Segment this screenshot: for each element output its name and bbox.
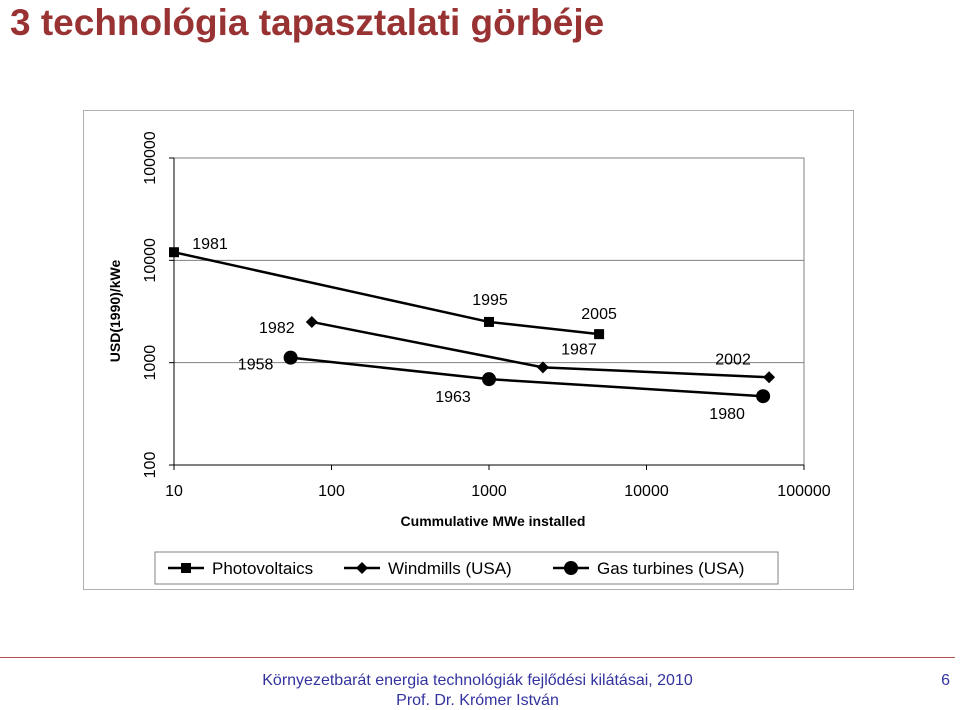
data-point [756,389,771,404]
legend-marker [564,561,578,575]
point-label: 1981 [192,236,228,253]
point-label: 1980 [709,406,745,423]
x-tick-label: 100 [318,483,345,500]
x-axis-label: Cummulative MWe installed [401,513,586,529]
point-label: 1995 [472,292,508,309]
axes: 10 100 1000 10000 100000 100 1000 10000 100000 [142,131,831,500]
experience-curve-chart: 10 100 1000 10000 100000 100 1000 10000 100000 1… [107,131,831,585]
chart-frame [83,110,854,590]
x-tick-label: 100000 [777,483,830,500]
legend: Photovoltaics Windmills (USA) Gas turbines… [168,559,744,578]
point-label: 1963 [435,389,471,406]
y-tick-label: 100 [142,452,159,479]
point-label: 1987 [561,341,597,358]
x-tick-label: 1000 [471,483,507,500]
y-tick-label: 1000 [142,345,159,381]
y-axis-label: USD(1990)/kWe [107,260,123,363]
legend-marker [356,562,368,574]
point-label: 2005 [581,306,617,323]
legend-marker [181,563,191,573]
legend-label: Windmills (USA) [388,559,512,578]
data-point [484,316,494,327]
slide-title: 3 technológia tapasztalati görbéje [10,2,605,43]
data-point [536,361,549,374]
legend-box [154,551,779,585]
grid-lines [174,259,804,364]
data-point [763,371,776,384]
y-tick-label: 100000 [142,131,159,184]
series-line [173,251,600,336]
point-labels: 1981 1995 2005 1982 1987 2002 1958 1963 1980 [192,236,751,423]
footer-course-title: Környezetbarát energia technológiák fejl… [262,672,693,689]
data-point [283,350,298,365]
point-label: 2002 [715,351,751,368]
legend-label: Photovoltaics [212,559,313,578]
footer-divider [0,657,955,658]
data-point [169,247,179,258]
x-tick-label: 10000 [624,483,669,500]
x-tick-label: 10 [165,483,183,500]
y-tick-label: 10000 [142,238,159,283]
data-point [482,372,496,387]
legend-label: Gas turbines (USA) [597,559,744,578]
page-number: 6 [941,672,950,689]
series [169,247,776,404]
footer-author: Prof. Dr. Krómer István [396,692,559,709]
data-point [594,329,605,340]
data-point [305,315,318,328]
point-label: 1958 [238,357,274,374]
point-label: 1982 [259,320,295,337]
